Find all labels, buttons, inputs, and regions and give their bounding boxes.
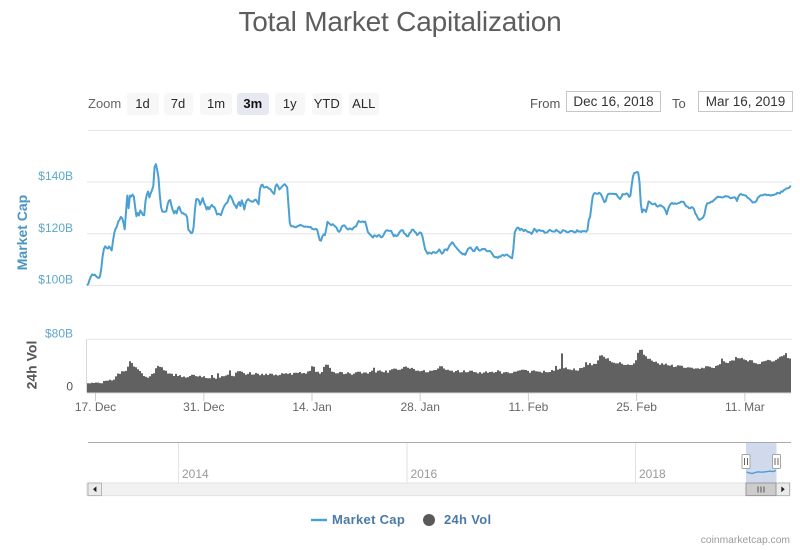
svg-text:11. Mar: 11. Mar — [725, 400, 765, 414]
svg-text:11. Feb: 11. Feb — [508, 400, 548, 414]
svg-text:25. Feb: 25. Feb — [616, 400, 657, 414]
svg-text:14. Jan: 14. Jan — [292, 400, 331, 414]
svg-text:0: 0 — [66, 380, 73, 394]
svg-text:28. Jan: 28. Jan — [401, 400, 440, 414]
svg-text:24h Vol: 24h Vol — [24, 341, 40, 390]
svg-text:2014: 2014 — [182, 467, 209, 481]
svg-text:31. Dec: 31. Dec — [183, 400, 224, 414]
svg-text:17. Dec: 17. Dec — [75, 400, 116, 414]
svg-text:$120B: $120B — [38, 221, 73, 235]
svg-text:$80B: $80B — [45, 327, 73, 341]
svg-text:$100B: $100B — [38, 273, 73, 287]
svg-text:2016: 2016 — [411, 467, 438, 481]
svg-text:2018: 2018 — [639, 467, 666, 481]
svg-text:Market Cap: Market Cap — [14, 195, 30, 270]
svg-text:$140B: $140B — [38, 169, 73, 183]
